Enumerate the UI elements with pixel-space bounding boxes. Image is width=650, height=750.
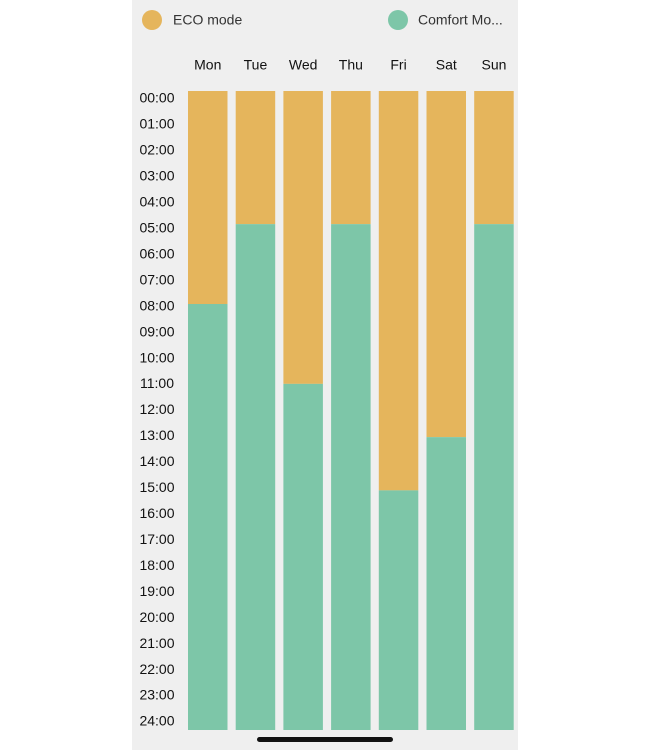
y-tick-label: 03:00	[139, 168, 174, 184]
x-tick-label: Sun	[481, 57, 506, 73]
y-tick-label: 06:00	[139, 245, 174, 261]
y-tick-label: 01:00	[139, 116, 174, 132]
bar-segment	[474, 224, 514, 730]
y-tick-label: 20:00	[139, 609, 174, 625]
y-tick-label: 12:00	[139, 401, 174, 417]
y-tick-label: 17:00	[139, 531, 174, 547]
legend-label: Comfort Mo...	[418, 12, 503, 28]
bar-segment	[188, 91, 228, 304]
y-tick-label: 19:00	[139, 583, 174, 599]
legend-label: ECO mode	[173, 12, 242, 28]
x-tick-label: Wed	[289, 57, 318, 73]
bar-segment	[378, 490, 419, 730]
y-tick-label: 11:00	[140, 375, 174, 391]
y-tick-label: 09:00	[139, 323, 174, 339]
legend-swatch	[388, 10, 408, 30]
bar-segment	[235, 224, 276, 730]
y-tick-label: 10:00	[139, 349, 174, 365]
y-tick-label: 15:00	[139, 479, 174, 495]
y-tick-label: 05:00	[139, 219, 174, 235]
y-tick-label: 02:00	[139, 142, 174, 158]
y-tick-label: 13:00	[139, 427, 174, 443]
bar-segment	[378, 91, 419, 491]
y-tick-label: 23:00	[139, 687, 174, 703]
y-tick-label: 21:00	[139, 635, 174, 651]
x-tick-label: Tue	[244, 57, 268, 73]
x-tick-label: Thu	[339, 57, 363, 73]
y-tick-label: 04:00	[139, 194, 174, 210]
bar-segment	[426, 437, 466, 730]
bar-segment	[283, 91, 323, 384]
home-indicator	[257, 737, 393, 742]
y-tick-label: 00:00	[139, 90, 174, 106]
bar-segment	[283, 383, 323, 730]
bar-segment	[331, 224, 371, 730]
y-tick-label: 22:00	[139, 661, 174, 677]
y-tick-label: 14:00	[139, 453, 174, 469]
y-tick-label: 24:00	[139, 713, 174, 729]
x-tick-label: Sat	[436, 57, 457, 73]
bar-segment	[474, 91, 514, 225]
legend-swatch	[142, 10, 162, 30]
y-tick-label: 18:00	[139, 557, 174, 573]
bar-segment	[235, 91, 276, 225]
x-tick-label: Fri	[390, 57, 406, 73]
y-tick-label: 16:00	[139, 505, 174, 521]
y-tick-label: 07:00	[139, 271, 174, 287]
bar-segment	[426, 91, 466, 438]
bar-segment	[188, 304, 228, 730]
x-tick-label: Mon	[194, 57, 221, 73]
bar-segment	[331, 91, 371, 225]
y-tick-label: 08:00	[139, 297, 174, 313]
